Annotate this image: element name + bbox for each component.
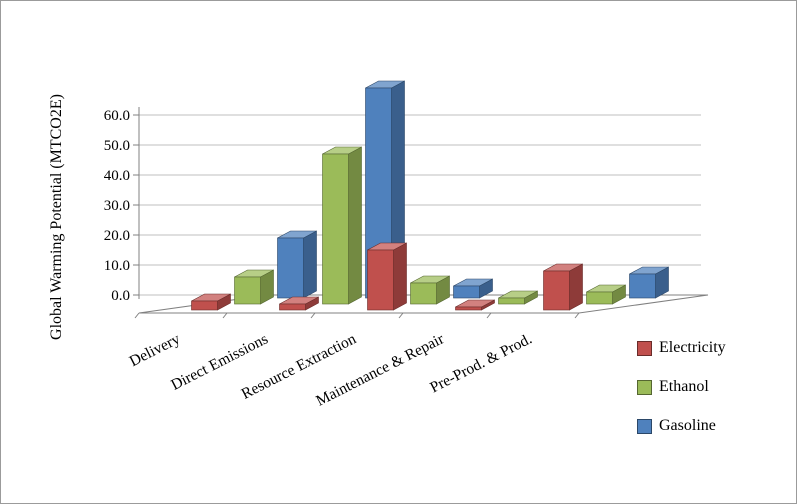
bar-gasoline-delivery bbox=[277, 230, 317, 299]
bar-front-face bbox=[277, 237, 304, 299]
bar-front-face bbox=[410, 282, 437, 305]
legend-swatch-gasoline bbox=[637, 418, 652, 434]
bar-side-face bbox=[569, 263, 583, 311]
bar-ethanol-pre-prod-prod- bbox=[586, 284, 626, 305]
bar-electricity-delivery bbox=[191, 293, 231, 311]
y-tick-label: 30.0 bbox=[104, 198, 130, 214]
bar-front-face bbox=[455, 306, 482, 311]
bar-electricity-pre-prod-prod- bbox=[543, 263, 583, 311]
legend-item-electricity: Electricity bbox=[637, 339, 726, 357]
bar-side-face bbox=[348, 146, 362, 305]
x-category-label: Delivery bbox=[127, 330, 183, 370]
bar-electricity-maintenance-repair bbox=[455, 299, 495, 311]
bar-front-face bbox=[543, 270, 570, 311]
legend-item-gasoline: Gasoline bbox=[637, 417, 726, 435]
y-tick-label: 10.0 bbox=[104, 258, 130, 274]
x-tick-mark bbox=[134, 312, 140, 319]
y-tick-label: 40.0 bbox=[104, 168, 130, 184]
legend-label-electricity: Electricity bbox=[659, 339, 726, 356]
bar-front-face bbox=[629, 273, 656, 299]
bar-front-face bbox=[234, 276, 261, 305]
bar-gasoline-pre-prod-prod- bbox=[629, 266, 669, 299]
y-tick-label: 60.0 bbox=[104, 108, 130, 124]
x-tick-mark bbox=[222, 312, 228, 319]
bar-front-face bbox=[322, 153, 349, 305]
bar-electricity-resource-extraction bbox=[367, 242, 407, 311]
legend-label-ethanol: Ethanol bbox=[659, 378, 709, 395]
bar-ethanol-resource-extraction bbox=[410, 275, 450, 305]
y-tick-label: 0.0 bbox=[111, 288, 130, 304]
bar-front-face bbox=[279, 303, 306, 311]
legend-swatch-ethanol bbox=[637, 379, 652, 395]
bar-ethanol-maintenance-repair bbox=[498, 290, 538, 305]
bar-front-face bbox=[498, 297, 525, 305]
legend-label-gasoline: Gasoline bbox=[659, 417, 716, 434]
legend-item-ethanol: Ethanol bbox=[637, 378, 726, 396]
bar-front-face bbox=[191, 300, 218, 311]
bar-front-face bbox=[453, 285, 480, 299]
x-tick-mark bbox=[398, 312, 404, 319]
x-tick-mark bbox=[486, 312, 492, 319]
bar-side-face bbox=[303, 230, 317, 299]
x-tick-mark bbox=[310, 312, 316, 319]
bar-front-face bbox=[586, 291, 613, 305]
bar-side-face bbox=[393, 242, 407, 311]
bar-front-face bbox=[367, 249, 394, 311]
bar-ethanol-delivery bbox=[234, 269, 274, 305]
legend-swatch-electricity bbox=[637, 340, 652, 356]
y-axis-title: Global Warming Potential (MTCO2E) bbox=[48, 94, 65, 340]
legend: Electricity Ethanol Gasoline bbox=[637, 339, 726, 435]
bar-electricity-direct-emissions bbox=[279, 296, 319, 311]
x-tick-mark bbox=[574, 312, 580, 319]
y-tick-label: 50.0 bbox=[104, 138, 130, 154]
bar-gasoline-resource-extraction bbox=[453, 278, 493, 299]
y-tick-label: 20.0 bbox=[104, 228, 130, 244]
bar-ethanol-direct-emissions bbox=[322, 146, 362, 305]
